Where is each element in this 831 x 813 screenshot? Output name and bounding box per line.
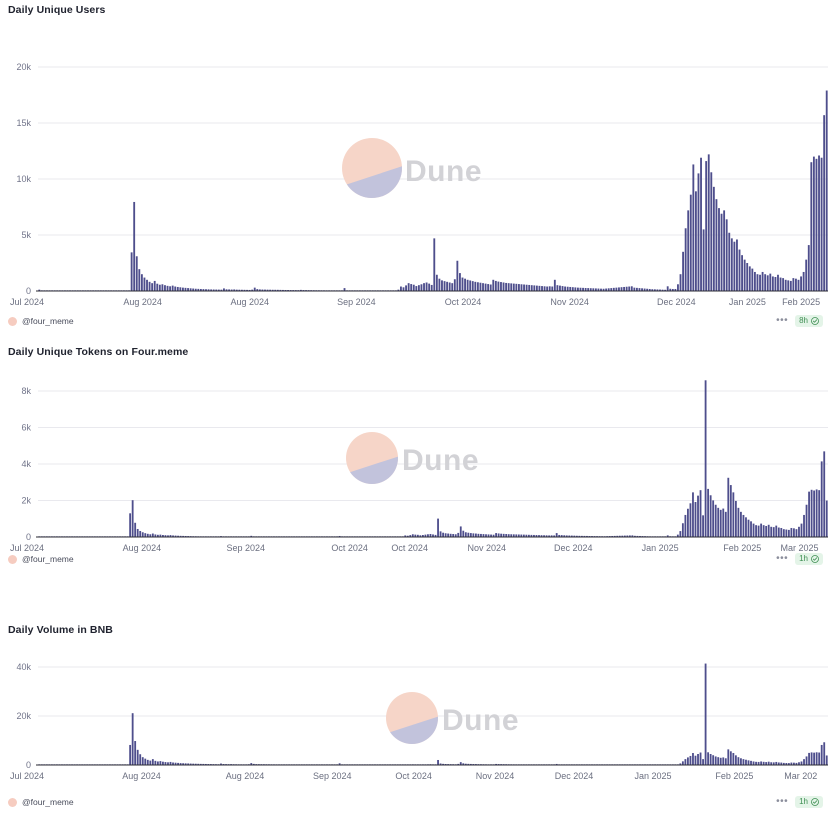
x-axis-tick-label: Jan 2025 — [729, 297, 766, 307]
x-axis-tick-label: Aug 2024 — [226, 771, 265, 781]
dune-watermark: Dune — [346, 432, 479, 484]
chart-credit[interactable]: @four_meme — [0, 554, 74, 564]
bar-chart[interactable]: 0 20k 40k Dune Jul 2024 Aug 2024 Aug 2024 Sep 2… — [0, 637, 831, 792]
x-axis-tick-label: Jul 2024 — [10, 543, 44, 553]
watermark-label: Dune — [405, 155, 482, 188]
x-axis-tick-label: Mar 2025 — [780, 543, 818, 553]
panel-title: Daily Volume in BNB — [8, 624, 113, 636]
chart-panel-daily-unique-tokens: Daily Unique Tokens on Four.meme 0 2k 4k 6k… — [0, 346, 831, 565]
credit-handle: @four_meme — [22, 797, 74, 807]
x-axis-tick-label: Nov 2024 — [550, 297, 589, 307]
credit-handle: @four_meme — [22, 554, 74, 564]
y-axis-tick-label: 8k — [21, 386, 31, 396]
x-axis-tick-label: Sep 2024 — [313, 771, 352, 781]
x-axis-tick-label: Mar 202 — [784, 771, 817, 781]
dune-watermark: Dune — [342, 138, 482, 198]
bar-chart[interactable]: 0 5k 10k 15k 20k Dune Jul 2024 Aug 2024 Aug 2024… — [0, 17, 831, 307]
chart-panel-daily-unique-users: Daily Unique Users 0 5k 10k 15k 20k Dune Jul 2… — [0, 4, 831, 327]
x-axis-tick-label: Aug 2024 — [230, 297, 269, 307]
y-axis-tick-label: 10k — [16, 174, 31, 184]
credit-handle: @four_meme — [22, 316, 74, 326]
x-axis-tick-label: Aug 2024 — [123, 543, 162, 553]
y-axis-tick-label: 5k — [21, 230, 31, 240]
more-options-icon[interactable]: ••• — [776, 796, 789, 807]
footer-actions: ••• 1h — [776, 553, 831, 565]
chart-credit[interactable]: @four_meme — [0, 797, 74, 807]
x-axis-tick-label: Sep 2024 — [337, 297, 376, 307]
y-axis-tick-label: 20k — [16, 62, 31, 72]
x-axis-tick-label: Oct 2024 — [445, 297, 482, 307]
watermark-label: Dune — [402, 444, 479, 477]
x-axis-tick-label: Dec 2024 — [554, 543, 593, 553]
x-axis-tick-label: Feb 2025 — [723, 543, 761, 553]
freshness-badge[interactable]: 8h — [795, 315, 823, 327]
check-circle-icon — [811, 317, 819, 325]
dune-watermark: Dune — [386, 692, 519, 744]
y-axis-tick-label: 0 — [26, 760, 31, 770]
panel-footer: @four_meme ••• 1h — [0, 552, 831, 566]
x-axis-tick-label: Nov 2024 — [467, 543, 506, 553]
y-axis-tick-label: 6k — [21, 423, 31, 433]
chart-plot-area[interactable]: 0 2k 4k 6k 8k Dune Jul 2024 Aug 2024 Sep 2024 Oct… — [0, 359, 831, 559]
footer-actions: ••• 1h — [776, 796, 831, 808]
x-axis-tick-label: Nov 2024 — [476, 771, 515, 781]
chart-plot-area[interactable]: 0 5k 10k 15k 20k Dune Jul 2024 Aug 2024 Aug 2024… — [0, 17, 831, 307]
watermark-label: Dune — [442, 704, 519, 737]
x-axis-tick-label: Feb 2025 — [715, 771, 753, 781]
more-options-icon[interactable]: ••• — [776, 315, 789, 326]
bar-series[interactable] — [38, 380, 828, 537]
x-axis-tick-label: Oct 2024 — [331, 543, 368, 553]
y-axis-tick-label: 2k — [21, 496, 31, 506]
x-axis-tick-label: Jan 2025 — [634, 771, 671, 781]
check-circle-icon — [811, 555, 819, 563]
x-axis-tick-label: Sep 2024 — [226, 543, 265, 553]
x-axis-tick-label: Dec 2024 — [657, 297, 696, 307]
chart-panel-daily-volume-bnb: Daily Volume in BNB 0 20k 40k Dune Jul 2024 A… — [0, 624, 831, 808]
bar-series[interactable] — [38, 90, 828, 292]
x-axis-tick-label: Jul 2024 — [10, 297, 44, 307]
panel-title: Daily Unique Tokens on Four.meme — [8, 346, 189, 358]
footer-actions: ••• 8h — [776, 315, 831, 327]
y-axis-tick-label: 15k — [16, 118, 31, 128]
panel-footer: @four_meme ••• 1h — [0, 795, 831, 809]
freshness-label: 1h — [799, 554, 808, 563]
y-axis-tick-label: 4k — [21, 459, 31, 469]
panel-title: Daily Unique Users — [8, 4, 106, 16]
x-axis-tick-label: Aug 2024 — [122, 771, 161, 781]
y-axis-tick-label: 0 — [26, 532, 31, 542]
x-axis-tick-label: Feb 2025 — [782, 297, 820, 307]
chart-plot-area[interactable]: 0 20k 40k Dune Jul 2024 Aug 2024 Aug 2024 Sep 2… — [0, 637, 831, 792]
panel-footer: @four_meme ••• 8h — [0, 314, 831, 328]
freshness-badge[interactable]: 1h — [795, 553, 823, 565]
x-axis-tick-label: Aug 2024 — [123, 297, 162, 307]
freshness-label: 8h — [799, 316, 808, 325]
y-axis-tick-label: 20k — [16, 711, 31, 721]
bar-chart[interactable]: 0 2k 4k 6k 8k Dune Jul 2024 Aug 2024 Sep 2024 Oct… — [0, 359, 831, 559]
more-options-icon[interactable]: ••• — [776, 553, 789, 564]
credit-dot-icon — [8, 316, 17, 326]
check-circle-icon — [811, 798, 819, 806]
chart-credit[interactable]: @four_meme — [0, 316, 74, 326]
y-axis-tick-label: 0 — [26, 286, 31, 296]
x-axis-tick-label: Jul 2024 — [10, 771, 44, 781]
x-axis-tick-label: Jan 2025 — [642, 543, 679, 553]
x-axis-tick-label: Dec 2024 — [555, 771, 594, 781]
x-axis-tick-label: Oct 2024 — [395, 771, 432, 781]
x-axis-tick-label: Oct 2024 — [391, 543, 428, 553]
y-axis-tick-label: 40k — [16, 662, 31, 672]
credit-dot-icon — [8, 797, 17, 807]
freshness-label: 1h — [799, 797, 808, 806]
credit-dot-icon — [8, 554, 17, 564]
freshness-badge[interactable]: 1h — [795, 796, 823, 808]
